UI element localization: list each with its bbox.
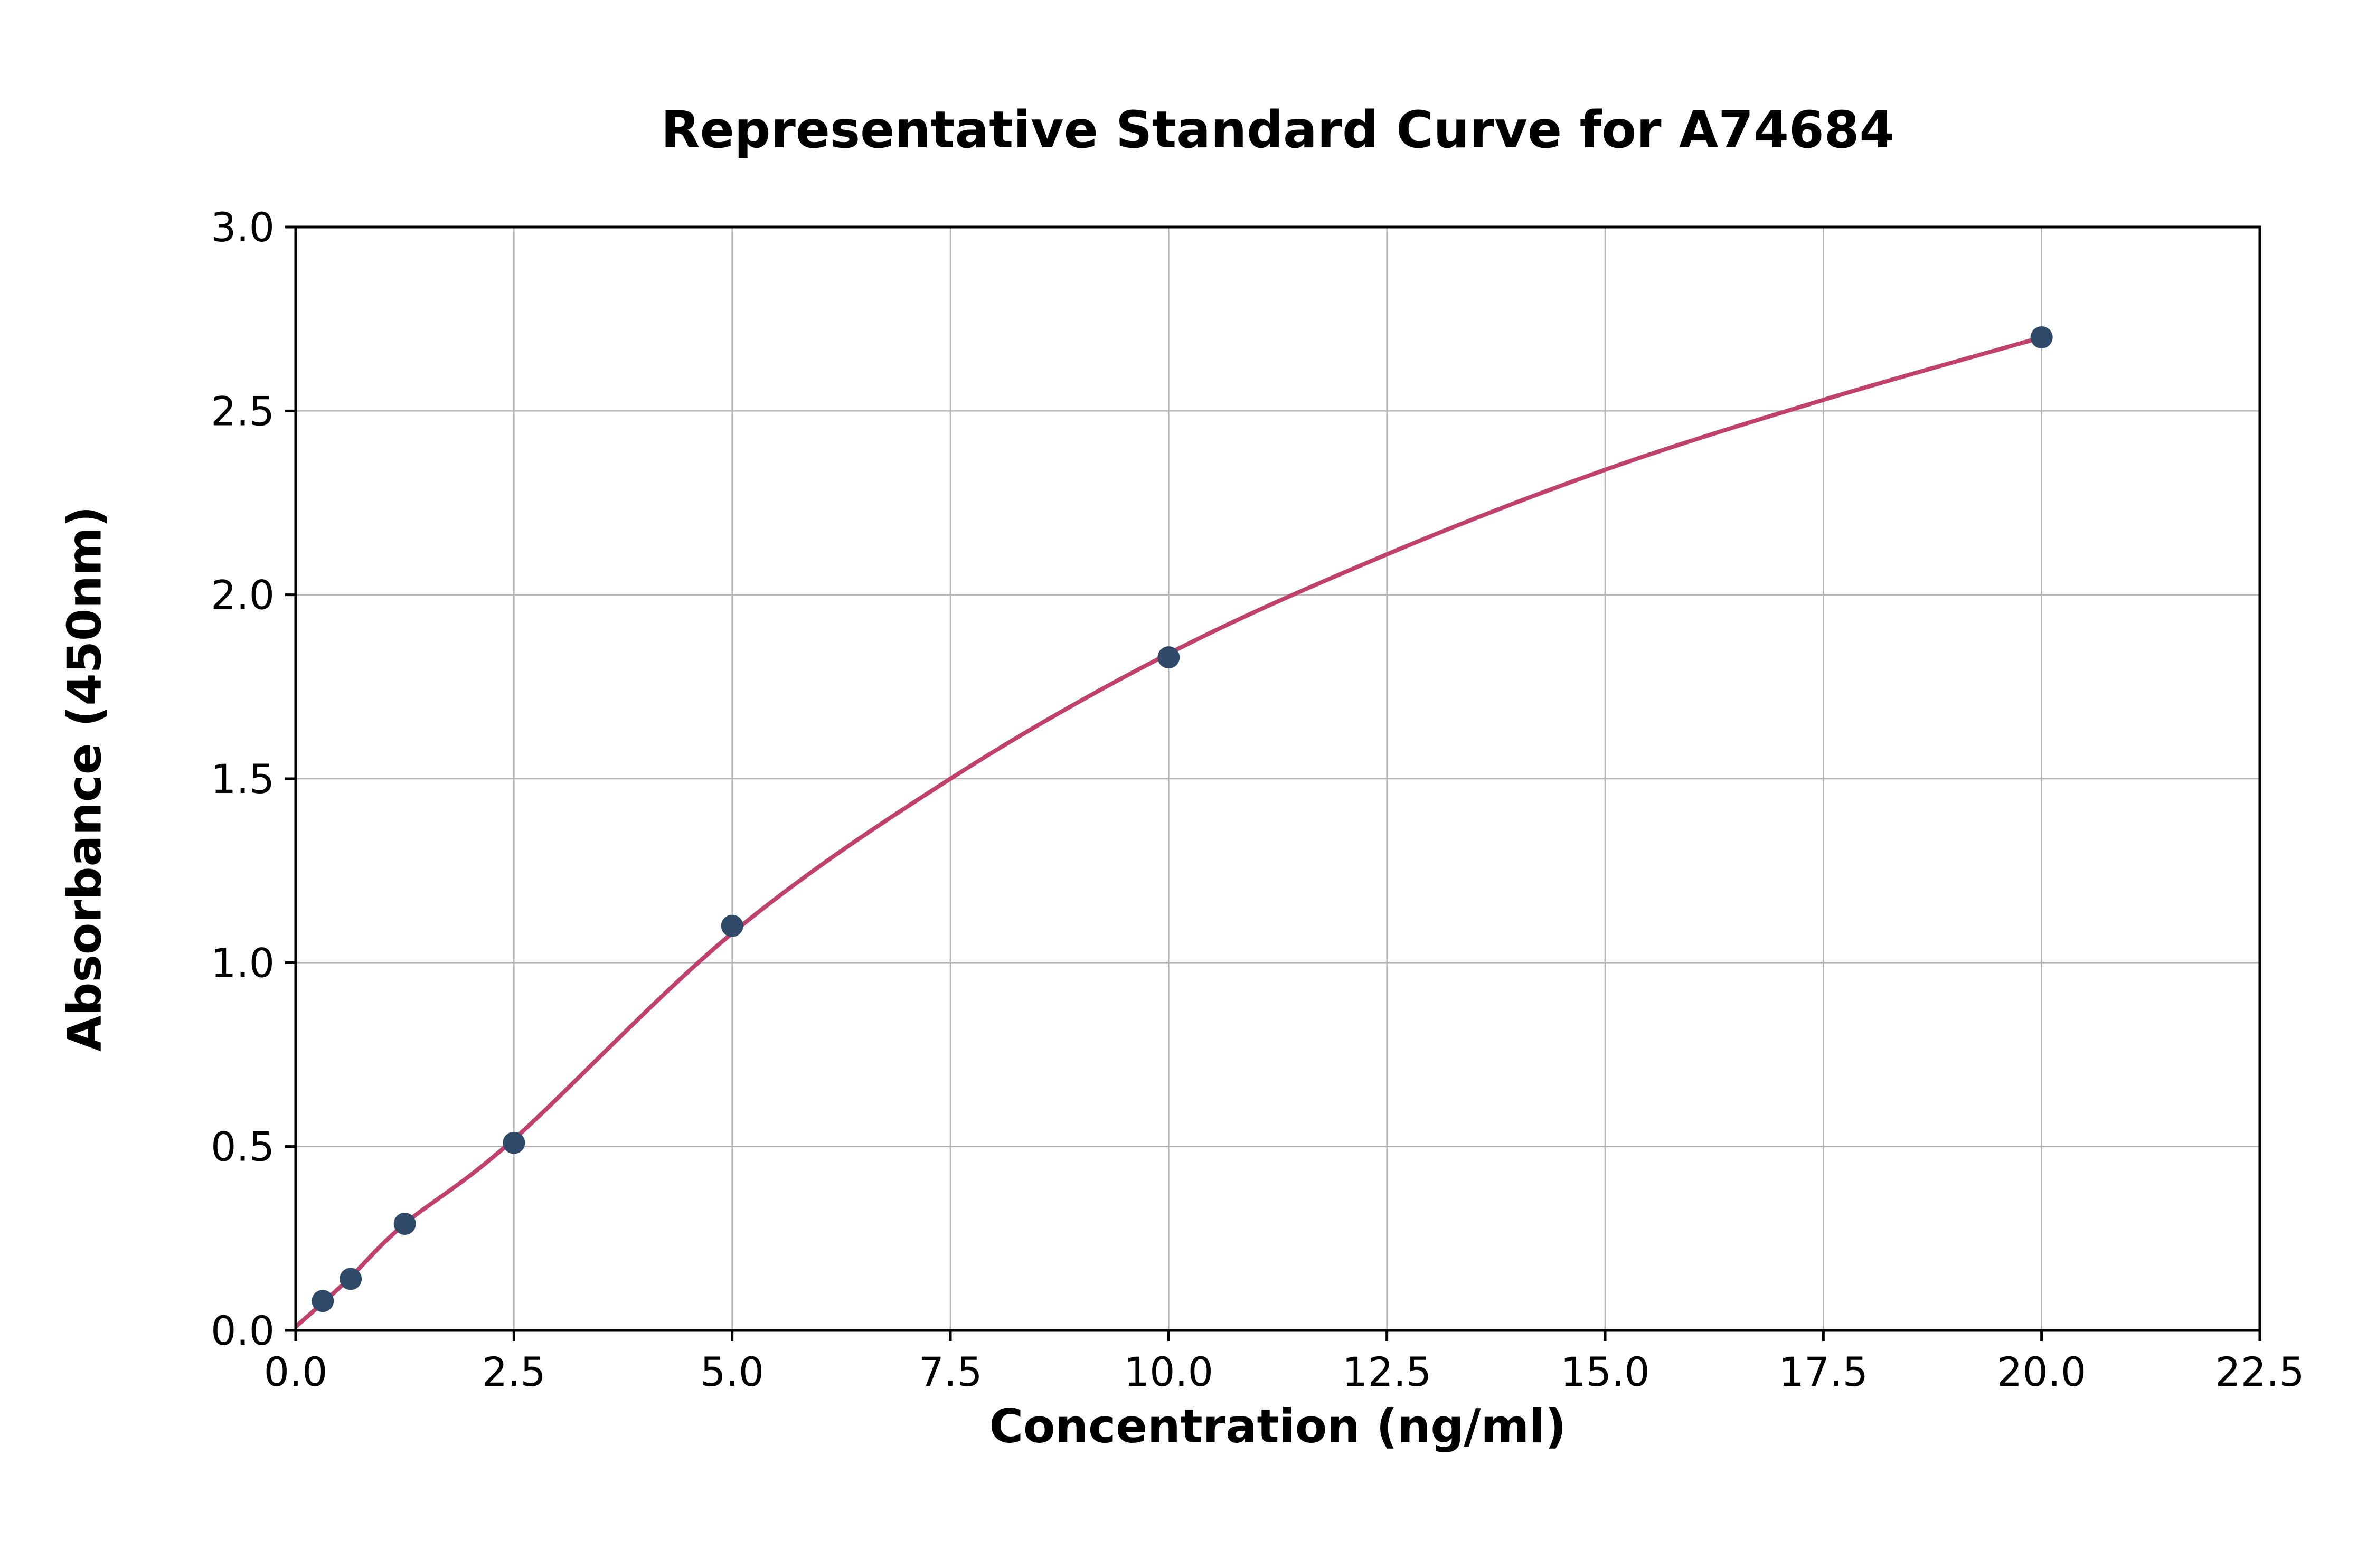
y-axis-label: Absorbance (450nm) [57,506,112,1052]
data-point [721,914,743,937]
x-tick-label: 12.5 [1342,1348,1431,1395]
data-points [312,326,2053,1312]
x-tick-label: 20.0 [1997,1348,2086,1395]
y-tick-label: 2.0 [211,572,275,619]
chart-title: Representative Standard Curve for A74684 [661,100,1895,159]
gridlines [295,226,2261,1331]
x-tick-label: 2.5 [482,1348,546,1395]
data-point [2030,326,2053,348]
y-tick-label: 1.5 [211,755,275,802]
x-tick-label: 7.5 [919,1348,983,1395]
ticks: 0.0 2.5 5.0 7.5 10.0 12.5 15.0 17.5 20.0 22.5 0.0 0… [211,204,2304,1395]
x-tick-label: 17.5 [1779,1348,1868,1395]
y-tick-label: 0.0 [211,1307,275,1354]
data-point [312,1290,334,1312]
y-tick-label: 1.0 [211,939,275,986]
x-tick-label: 5.0 [700,1348,764,1395]
data-point [393,1212,416,1235]
x-tick-label: 10.0 [1124,1348,1213,1395]
data-point [1157,646,1180,669]
x-tick-label: 0.0 [264,1348,328,1395]
x-tick-label: 22.5 [2215,1348,2304,1395]
data-point [503,1131,525,1154]
x-axis-label: Concentration (ng/ml) [989,1399,1567,1453]
x-tick-label: 15.0 [1560,1348,1649,1395]
data-point [340,1268,362,1290]
y-tick-label: 2.5 [211,388,275,434]
y-tick-label: 3.0 [211,204,275,251]
y-tick-label: 0.5 [211,1123,275,1170]
